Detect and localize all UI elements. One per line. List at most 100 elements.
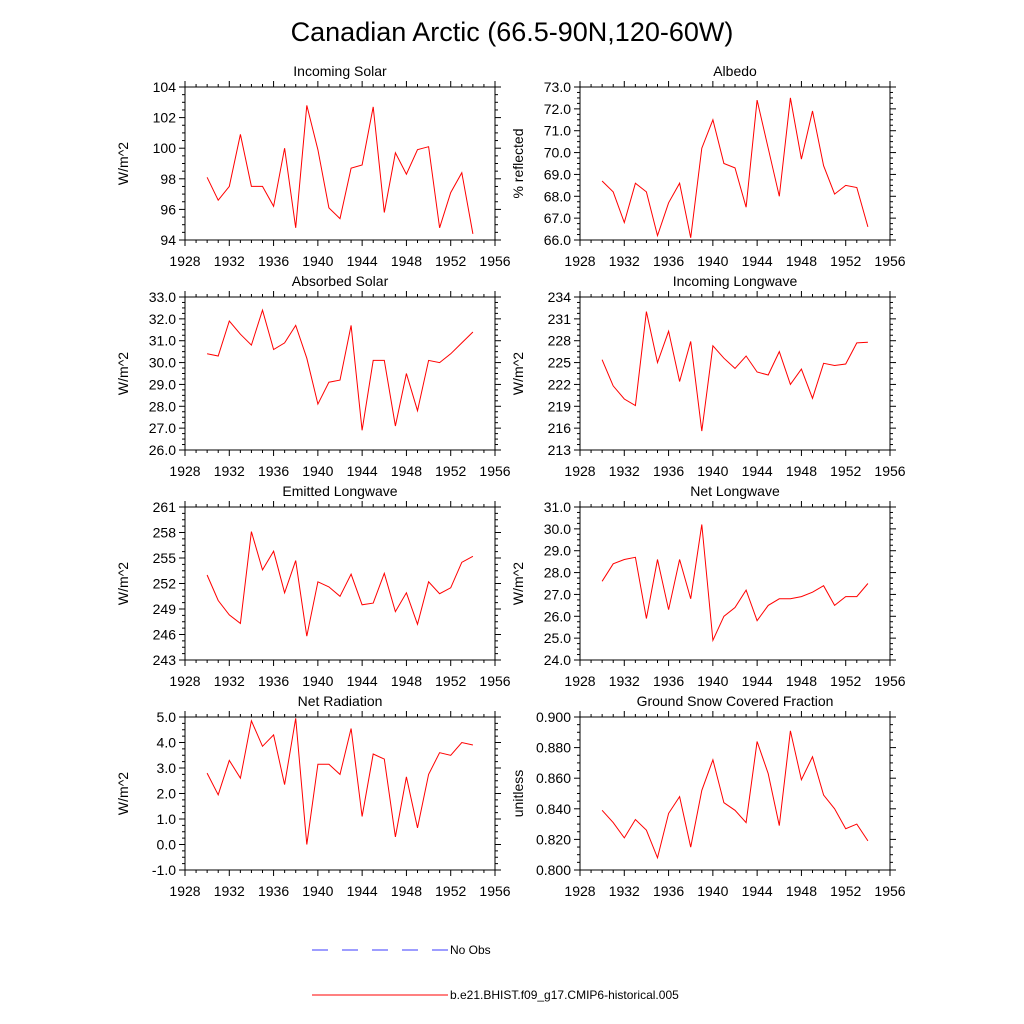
panel-emitted-longwave-ytick-label: 255 bbox=[153, 550, 177, 566]
panel-albedo-xtick-label: 1956 bbox=[874, 253, 905, 269]
panel-absorbed-solar: Absorbed Solar W/m^2 1928 1932 1936 1940 1944 1… bbox=[115, 273, 511, 479]
panel-net-longwave-xtick-label: 1932 bbox=[609, 673, 640, 689]
panel-net-radiation-xtick-label: 1952 bbox=[435, 883, 466, 899]
panel-net-longwave-ylabel: W/m^2 bbox=[510, 562, 526, 605]
panel-net-longwave-xtick-label: 1928 bbox=[564, 673, 595, 689]
panel-ground-snow-covered-fraction-xtick-label: 1952 bbox=[830, 883, 861, 899]
panel-ground-snow-covered-fraction-ytick-label: 0.880 bbox=[536, 740, 571, 756]
panel-net-radiation-series-line bbox=[206, 718, 474, 845]
panel-net-longwave-ytick-label: 31.0 bbox=[544, 499, 571, 515]
panel-incoming-solar: Incoming Solar W/m^2 1928 1932 1936 1940 1944 1… bbox=[115, 63, 511, 269]
panel-net-longwave-ytick-label: 26.0 bbox=[544, 608, 571, 624]
panel-net-radiation-ytick-label: 3.0 bbox=[157, 760, 177, 776]
panel-absorbed-solar-title: Absorbed Solar bbox=[292, 273, 389, 289]
panel-ground-snow-covered-fraction-xtick-label: 1928 bbox=[564, 883, 595, 899]
panel-albedo-xtick-label: 1932 bbox=[609, 253, 640, 269]
panel-ground-snow-covered-fraction-xtick-label: 1944 bbox=[742, 883, 773, 899]
panel-albedo-xtick-label: 1928 bbox=[564, 253, 595, 269]
panel-incoming-longwave-ytick-label: 234 bbox=[548, 289, 572, 305]
panel-absorbed-solar-xtick-label: 1932 bbox=[214, 463, 245, 479]
panel-absorbed-solar-xtick-label: 1940 bbox=[302, 463, 333, 479]
panel-absorbed-solar-ylabel: W/m^2 bbox=[115, 352, 131, 395]
panel-net-longwave-series-line bbox=[601, 524, 869, 643]
panel-incoming-solar-xtick-label: 1952 bbox=[435, 253, 466, 269]
panel-incoming-longwave-ytick-label: 231 bbox=[548, 311, 572, 327]
panel-incoming-longwave-ytick-label: 228 bbox=[548, 333, 572, 349]
panel-albedo-frame bbox=[579, 86, 891, 241]
panel-incoming-longwave-xtick-label: 1956 bbox=[874, 463, 905, 479]
panel-absorbed-solar-xtick-label: 1956 bbox=[479, 463, 510, 479]
panel-emitted-longwave-ytick-label: 243 bbox=[153, 652, 177, 668]
panel-net-radiation-ytick-label: -1.0 bbox=[152, 862, 176, 878]
panel-net-longwave-ytick-label: 24.0 bbox=[544, 652, 571, 668]
panel-absorbed-solar-xtick-label: 1952 bbox=[435, 463, 466, 479]
panel-ground-snow-covered-fraction-ytick-label: 0.840 bbox=[536, 801, 571, 817]
panel-albedo-ytick-label: 67.0 bbox=[544, 210, 571, 226]
panel-albedo-ytick-label: 69.0 bbox=[544, 166, 571, 182]
panel-net-longwave-frame bbox=[579, 506, 891, 661]
panel-albedo-xtick-label: 1944 bbox=[742, 253, 773, 269]
panel-absorbed-solar-ytick-label: 27.0 bbox=[149, 420, 176, 436]
panel-albedo-ytick-label: 71.0 bbox=[544, 123, 571, 139]
panel-emitted-longwave-xtick-label: 1932 bbox=[214, 673, 245, 689]
panel-absorbed-solar-xtick-label: 1948 bbox=[391, 463, 422, 479]
panel-albedo: Albedo % reflected 1928 1932 1936 1940 1944 194… bbox=[510, 63, 906, 269]
panel-emitted-longwave-ytick-label: 249 bbox=[153, 601, 177, 617]
panel-net-radiation-ytick-label: 5.0 bbox=[157, 709, 177, 725]
panel-absorbed-solar-ytick-label: 31.0 bbox=[149, 333, 176, 349]
panel-emitted-longwave-ylabel: W/m^2 bbox=[115, 562, 131, 605]
panel-albedo-ytick-label: 68.0 bbox=[544, 188, 571, 204]
panel-incoming-longwave-series-line bbox=[601, 311, 868, 432]
panel-albedo-ytick-label: 72.0 bbox=[544, 101, 571, 117]
panel-absorbed-solar-xtick-label: 1944 bbox=[347, 463, 378, 479]
panel-incoming-longwave-ytick-label: 219 bbox=[548, 398, 572, 414]
panel-net-radiation: Net Radiation W/m^2 1928 1932 1936 1940 1944 19… bbox=[115, 693, 511, 899]
panel-emitted-longwave-frame bbox=[184, 506, 496, 661]
panel-incoming-longwave-ytick-label: 222 bbox=[548, 376, 572, 392]
panel-net-radiation-title: Net Radiation bbox=[298, 693, 383, 709]
panel-emitted-longwave-xtick-label: 1952 bbox=[435, 673, 466, 689]
panel-ground-snow-covered-fraction: Ground Snow Covered Fraction unitless 1928… bbox=[510, 693, 906, 899]
panel-incoming-solar-xtick-label: 1940 bbox=[302, 253, 333, 269]
panel-ground-snow-covered-fraction-ytick-label: 0.900 bbox=[536, 709, 571, 725]
panel-albedo-xtick-label: 1948 bbox=[786, 253, 817, 269]
panel-net-radiation-ytick-label: 1.0 bbox=[157, 811, 177, 827]
panel-albedo-xtick-label: 1940 bbox=[697, 253, 728, 269]
panel-absorbed-solar-xtick-label: 1936 bbox=[258, 463, 289, 479]
panel-emitted-longwave-xtick-label: 1940 bbox=[302, 673, 333, 689]
legend-model-label: b.e21.BHIST.f09_g17.CMIP6-historical.005 bbox=[450, 988, 679, 1002]
panel-ground-snow-covered-fraction-frame bbox=[579, 716, 891, 871]
panel-net-radiation-xtick-label: 1936 bbox=[258, 883, 289, 899]
panel-net-longwave: Net Longwave W/m^2 1928 1932 1936 1940 1944 194… bbox=[510, 483, 906, 689]
panel-net-longwave-xtick-label: 1952 bbox=[830, 673, 861, 689]
panel-emitted-longwave-ytick-label: 252 bbox=[153, 576, 177, 592]
panel-net-radiation-ytick-label: 0.0 bbox=[157, 837, 177, 853]
panel-ground-snow-covered-fraction-series-line bbox=[601, 730, 869, 860]
panel-ground-snow-covered-fraction-ytick-label: 0.820 bbox=[536, 831, 571, 847]
panel-albedo-title: Albedo bbox=[713, 63, 757, 79]
panel-net-radiation-ylabel: W/m^2 bbox=[115, 772, 131, 815]
panel-absorbed-solar-ytick-label: 29.0 bbox=[149, 376, 176, 392]
panel-incoming-longwave-frame bbox=[579, 296, 891, 451]
panel-incoming-solar-ytick-label: 98 bbox=[160, 171, 176, 187]
panel-emitted-longwave-title: Emitted Longwave bbox=[282, 483, 397, 499]
panel-ground-snow-covered-fraction-xtick-label: 1936 bbox=[653, 883, 684, 899]
panel-incoming-solar-ytick-label: 94 bbox=[160, 232, 176, 248]
panel-net-longwave-xtick-label: 1944 bbox=[742, 673, 773, 689]
panel-incoming-longwave: Incoming Longwave W/m^2 1928 1932 1936 1940 19… bbox=[510, 273, 906, 479]
panel-net-longwave-ytick-label: 30.0 bbox=[544, 521, 571, 537]
panel-incoming-longwave-ytick-label: 213 bbox=[548, 442, 572, 458]
panel-absorbed-solar-ytick-label: 33.0 bbox=[149, 289, 176, 305]
panel-incoming-solar-xtick-label: 1944 bbox=[347, 253, 378, 269]
panel-absorbed-solar-series-line bbox=[207, 308, 474, 431]
panel-net-longwave-ytick-label: 28.0 bbox=[544, 565, 571, 581]
panel-absorbed-solar-xtick-label: 1928 bbox=[169, 463, 200, 479]
panel-albedo-xtick-label: 1936 bbox=[653, 253, 684, 269]
panel-net-radiation-xtick-label: 1940 bbox=[302, 883, 333, 899]
panel-emitted-longwave-xtick-label: 1948 bbox=[391, 673, 422, 689]
panel-net-longwave-xtick-label: 1956 bbox=[874, 673, 905, 689]
panel-net-longwave-title: Net Longwave bbox=[690, 483, 780, 499]
panel-incoming-longwave-xtick-label: 1952 bbox=[830, 463, 861, 479]
panel-incoming-solar-xtick-label: 1948 bbox=[391, 253, 422, 269]
panel-absorbed-solar-ytick-label: 28.0 bbox=[149, 398, 176, 414]
